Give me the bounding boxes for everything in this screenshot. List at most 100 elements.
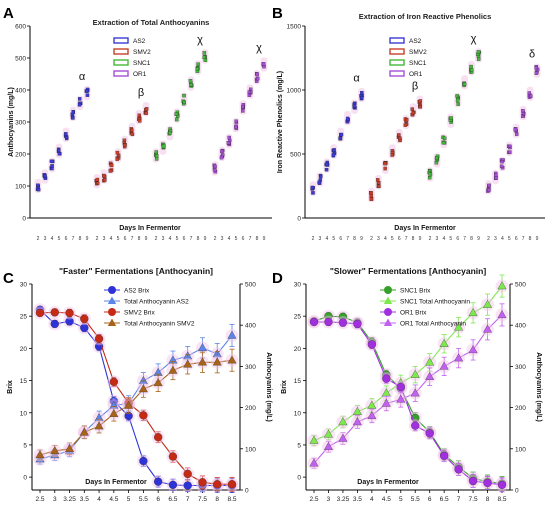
x-tick-label: 6: [398, 236, 401, 242]
x-tick-label: 5: [117, 236, 120, 242]
x-tick-label: 7: [131, 236, 134, 242]
y-axis-label: Brix: [281, 380, 288, 394]
x-tick-label: 3: [494, 236, 497, 242]
data-point: [234, 124, 238, 129]
data-point: [124, 400, 134, 409]
x-tick-label: 6: [156, 496, 160, 503]
x-tick-label: 3.5: [80, 496, 89, 503]
data-point: [77, 97, 82, 101]
y2-tick-label: 100: [515, 446, 526, 453]
data-point: [234, 119, 238, 123]
data-point: [57, 148, 61, 153]
data-point: [469, 64, 473, 69]
data-point: [183, 481, 192, 490]
legend-label: OR1: [409, 71, 423, 78]
data-point: [534, 66, 539, 70]
legend-marker: [108, 286, 116, 294]
y-tick-label: 0: [23, 475, 27, 482]
x-tick-label: 7.5: [469, 496, 478, 503]
x-tick-label: 4: [442, 236, 445, 242]
x-tick-label: 7: [186, 496, 190, 503]
data-point: [352, 417, 362, 426]
data-point: [130, 132, 135, 136]
legend-swatch: [389, 48, 405, 55]
legend-label: OR1: [133, 71, 147, 78]
data-point: [309, 435, 319, 444]
x-tick-label: 7: [463, 236, 466, 242]
y-tick-label: 100: [15, 183, 26, 190]
data-point: [227, 480, 237, 489]
data-point: [497, 480, 507, 490]
x-tick-label: 9: [536, 236, 539, 242]
x-tick-label: 3: [221, 236, 224, 242]
legend-swatch: [113, 70, 129, 77]
y2-tick-label: 300: [515, 364, 526, 371]
x-tick-label: 7.5: [198, 496, 207, 503]
data-point: [455, 98, 460, 103]
x-tick-label: 2: [37, 236, 40, 242]
y-axis-label: Iron Reactive Phenolics (mg/L): [277, 71, 284, 173]
data-point: [154, 157, 159, 161]
data-point: [227, 135, 231, 140]
data-point: [338, 417, 348, 426]
x-tick-label: 9: [477, 236, 480, 242]
legend-marker: [383, 296, 393, 304]
legend-marker: [383, 318, 393, 326]
x-tick-label: 4.5: [382, 496, 391, 503]
data-point: [324, 429, 333, 438]
legend-label: SNC1: [133, 60, 151, 67]
significance-letter: χ: [256, 42, 262, 54]
data-point: [195, 67, 199, 71]
x-tick-label: 7: [72, 236, 75, 242]
x-tick-label: 8: [529, 236, 532, 242]
data-point: [497, 310, 507, 319]
data-point: [309, 317, 319, 327]
data-point: [220, 149, 224, 154]
data-point: [189, 83, 193, 87]
x-tick-label: 8: [256, 236, 259, 242]
x-tick-label: 8.5: [227, 496, 236, 503]
data-point: [376, 178, 380, 182]
data-point: [425, 357, 435, 366]
data-point: [487, 183, 491, 188]
x-tick-label: 2: [96, 236, 99, 242]
data-point: [198, 343, 207, 352]
data-point: [154, 477, 163, 486]
y-tick-label: 500: [15, 55, 26, 62]
x-tick-label: 8: [197, 236, 200, 242]
data-point: [115, 150, 120, 155]
data-point: [64, 132, 68, 136]
y-tick-label: 15: [20, 378, 28, 385]
data-point: [36, 187, 41, 192]
data-point: [324, 441, 333, 450]
data-point: [35, 308, 45, 318]
x-tick-label: 5: [235, 236, 238, 242]
panel-b: B Extraction of Iron Reactive Phenolics 0 5…: [272, 5, 545, 242]
data-point: [168, 480, 178, 490]
y-tick-label: 200: [15, 151, 26, 158]
x-tick-label: 4: [501, 236, 504, 242]
data-point: [411, 111, 415, 115]
y2-tick-label: 0: [515, 488, 519, 495]
legend-label: AS2: [133, 38, 146, 45]
x-tick-label: 5: [399, 496, 403, 503]
y-tick-label: 25: [20, 314, 28, 321]
data-point: [85, 93, 90, 97]
data-point: [476, 50, 481, 54]
data-point: [182, 93, 186, 98]
data-point: [43, 174, 47, 178]
data-point: [57, 152, 62, 156]
y2-tick-label: 200: [515, 405, 526, 412]
data-point: [50, 319, 59, 329]
x-tick-label: 6.5: [440, 496, 449, 503]
x-tick-label: 3: [327, 496, 331, 503]
data-point: [310, 185, 315, 190]
data-point: [369, 197, 374, 202]
x-tick-label: 3: [53, 496, 57, 503]
y-tick-label: 1000: [287, 87, 302, 94]
data-point: [449, 116, 453, 120]
data-point: [383, 161, 387, 166]
legend-label: SNC1 Total Anthocyanin: [400, 299, 470, 306]
y2-tick-label: 500: [245, 282, 256, 289]
panel-d: D "Slower" Fermentations [Anthocyanin] 0 5 1…: [272, 266, 542, 503]
